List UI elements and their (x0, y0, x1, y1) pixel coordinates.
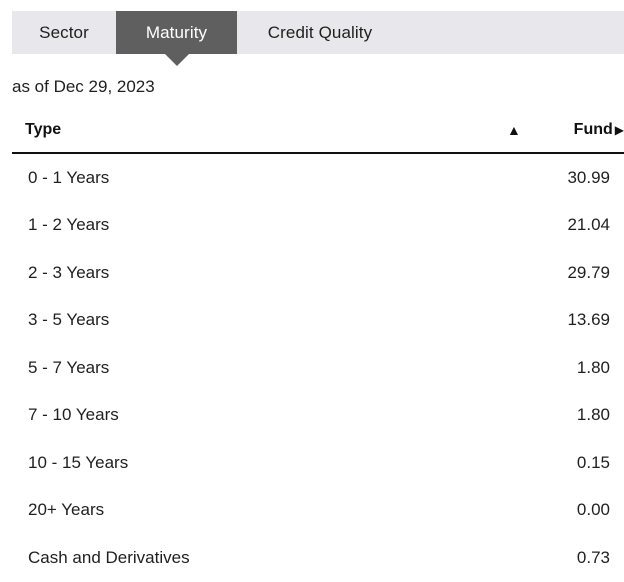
row-type: 7 - 10 Years (28, 405, 119, 425)
column-header-type[interactable]: Type (25, 121, 62, 138)
row-fund-value: 30.99 (567, 167, 610, 187)
row-fund-value: 0.15 (576, 452, 610, 472)
row-type: 0 - 1 Years (28, 167, 110, 187)
column-header-fund-label: Fund (573, 121, 613, 138)
row-type: 10 - 15 Years (28, 452, 129, 472)
row-fund-value: 0.00 (576, 500, 610, 520)
table-row: 1 - 2 Years 21.04 (12, 202, 624, 250)
sort-ascending-icon[interactable]: ▲ (507, 122, 521, 138)
maturity-table: Type ▲ Fund ▶ 0 - 1 Years 30.99 1 - 2 Ye… (12, 112, 624, 582)
row-fund-value: 13.69 (567, 310, 610, 330)
table-row: 2 - 3 Years 29.79 (12, 249, 624, 297)
row-type: Cash and Derivatives (28, 547, 190, 567)
as-of-date: as of Dec 29, 2023 (12, 77, 155, 96)
table-row: 10 - 15 Years 0.15 (12, 439, 624, 487)
tab-sector[interactable]: Sector (12, 11, 116, 54)
tab-credit-quality[interactable]: Credit Quality (237, 11, 403, 54)
table-row: 5 - 7 Years 1.80 (12, 344, 624, 392)
table-row: 7 - 10 Years 1.80 (12, 392, 624, 440)
row-type: 1 - 2 Years (28, 215, 110, 235)
row-fund-value: 0.73 (576, 547, 610, 567)
row-fund-value: 29.79 (567, 262, 610, 282)
tab-credit-quality-label: Credit Quality (267, 22, 373, 42)
table-row: 0 - 1 Years 30.99 (12, 154, 624, 202)
tab-sector-label: Sector (39, 22, 89, 42)
row-type: 5 - 7 Years (28, 357, 110, 377)
row-fund-value: 1.80 (576, 405, 610, 425)
tab-maturity[interactable]: Maturity (116, 11, 237, 54)
row-fund-value: 1.80 (576, 357, 610, 377)
row-type: 2 - 3 Years (28, 262, 110, 282)
table-row: Cash and Derivatives 0.73 (12, 534, 624, 582)
row-type: 20+ Years (28, 500, 105, 520)
table-row: 3 - 5 Years 13.69 (12, 297, 624, 345)
tab-maturity-label: Maturity (145, 22, 208, 42)
table-row: 20+ Years 0.00 (12, 487, 624, 535)
play-right-icon: ▶ (614, 123, 624, 137)
row-type: 3 - 5 Years (28, 310, 110, 330)
row-fund-value: 21.04 (567, 215, 610, 235)
column-header-fund[interactable]: Fund ▶ (574, 121, 624, 139)
tab-bar: Sector Maturity Credit Quality (12, 11, 624, 54)
table-header: Type ▲ Fund ▶ (12, 112, 624, 154)
